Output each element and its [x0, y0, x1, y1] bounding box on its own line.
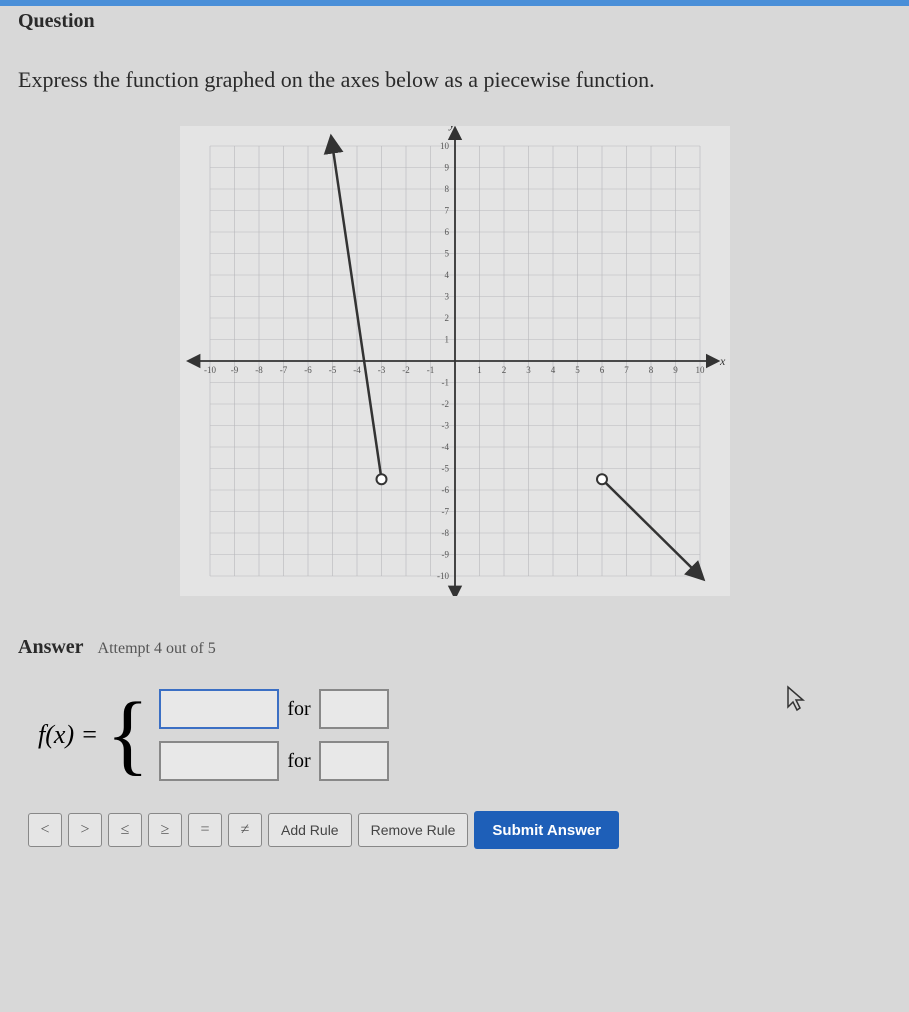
svg-text:8: 8	[648, 365, 653, 375]
svg-text:10: 10	[695, 365, 705, 375]
cursor-icon	[785, 685, 809, 720]
svg-text:9: 9	[444, 163, 449, 173]
answer-header: Answer Attempt 4 out of 5	[18, 636, 891, 659]
svg-text:-9: -9	[230, 365, 238, 375]
fx-label: f(x) =	[38, 720, 98, 750]
rule-row-2: for	[159, 741, 388, 781]
svg-text:-7: -7	[279, 365, 287, 375]
svg-text:-6: -6	[441, 485, 449, 495]
question-text: Express the function graphed on the axes…	[18, 63, 891, 96]
svg-text:2: 2	[501, 365, 506, 375]
svg-text:x: x	[719, 354, 726, 368]
add-rule-button[interactable]: Add Rule	[268, 813, 352, 847]
svg-text:-2: -2	[402, 365, 410, 375]
svg-text:-3: -3	[441, 421, 449, 431]
piecewise-graph: -10 -9 -8 -7 -6 -5 -4 -3 -2 -1 1 2 3 4 5 6 7 8 9 10 -10 -9 -8 -…	[180, 126, 730, 596]
for-label-2: for	[287, 750, 310, 773]
svg-text:-10: -10	[437, 571, 449, 581]
attempt-text: Attempt 4 out of 5	[98, 640, 216, 657]
svg-text:3: 3	[526, 365, 531, 375]
brace-symbol: {	[106, 695, 149, 775]
page-container: Question Express the function graphed on…	[0, 0, 909, 1012]
svg-text:7: 7	[444, 206, 449, 216]
svg-text:-5: -5	[441, 464, 449, 474]
svg-text:-7: -7	[441, 507, 449, 517]
svg-text:6: 6	[444, 227, 449, 237]
less-than-button[interactable]: <	[28, 813, 62, 847]
svg-text:-6: -6	[304, 365, 312, 375]
not-equal-button[interactable]: ≠	[228, 813, 262, 847]
graph-container: -10 -9 -8 -7 -6 -5 -4 -3 -2 -1 1 2 3 4 5 6 7 8 9 10 -10 -9 -8 -…	[180, 126, 730, 596]
svg-text:-8: -8	[255, 365, 263, 375]
svg-text:5: 5	[575, 365, 580, 375]
svg-text:9: 9	[673, 365, 678, 375]
rules-list: for for	[159, 689, 388, 781]
button-row: < > ≤ ≥ = ≠ Add Rule Remove Rule Submit …	[28, 811, 891, 849]
for-label-1: for	[287, 698, 310, 721]
svg-text:4: 4	[550, 365, 555, 375]
greater-equal-button[interactable]: ≥	[148, 813, 182, 847]
piecewise-input-container: f(x) = { for for	[38, 689, 891, 781]
svg-text:-5: -5	[328, 365, 336, 375]
svg-text:-4: -4	[441, 442, 449, 452]
greater-than-button[interactable]: >	[68, 813, 102, 847]
svg-text:5: 5	[444, 249, 449, 259]
svg-text:1: 1	[477, 365, 482, 375]
answer-label: Answer	[18, 636, 84, 658]
svg-text:7: 7	[624, 365, 629, 375]
equal-button[interactable]: =	[188, 813, 222, 847]
rule2-domain-input[interactable]	[319, 741, 389, 781]
svg-text:-2: -2	[441, 399, 449, 409]
svg-text:2: 2	[444, 313, 449, 323]
svg-text:-1: -1	[426, 365, 434, 375]
rule-row-1: for	[159, 689, 388, 729]
question-label: Question	[18, 10, 891, 33]
svg-text:-3: -3	[377, 365, 385, 375]
svg-text:y: y	[448, 126, 455, 131]
svg-text:8: 8	[444, 184, 449, 194]
svg-text:-1: -1	[441, 378, 449, 388]
top-accent-bar	[0, 0, 909, 6]
svg-text:6: 6	[599, 365, 604, 375]
svg-text:10: 10	[440, 141, 450, 151]
svg-text:-4: -4	[353, 365, 361, 375]
remove-rule-button[interactable]: Remove Rule	[358, 813, 469, 847]
svg-text:-8: -8	[441, 528, 449, 538]
less-equal-button[interactable]: ≤	[108, 813, 142, 847]
rule1-domain-input[interactable]	[319, 689, 389, 729]
svg-text:4: 4	[444, 270, 449, 280]
svg-text:3: 3	[444, 292, 449, 302]
rule2-expression-input[interactable]	[159, 741, 279, 781]
svg-text:-9: -9	[441, 550, 449, 560]
svg-text:-10: -10	[204, 365, 216, 375]
submit-answer-button[interactable]: Submit Answer	[474, 811, 619, 849]
svg-text:1: 1	[444, 335, 449, 345]
rule1-expression-input[interactable]	[159, 689, 279, 729]
